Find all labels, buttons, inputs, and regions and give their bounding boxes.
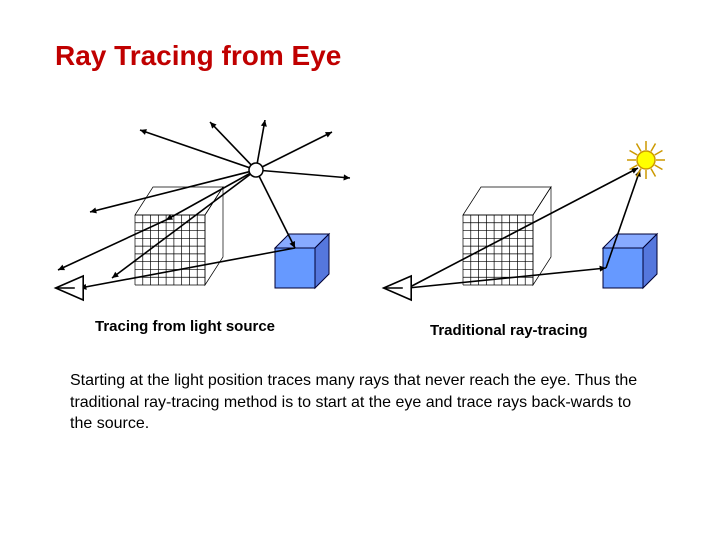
diagram-traditional: [378, 120, 698, 310]
body-paragraph: Starting at the light position traces ma…: [70, 370, 645, 435]
diagram-light-source: [50, 120, 370, 310]
slide-title: Ray Tracing from Eye: [55, 40, 341, 72]
caption-left: Tracing from light source: [95, 318, 275, 335]
caption-right: Traditional ray-tracing: [430, 322, 588, 339]
